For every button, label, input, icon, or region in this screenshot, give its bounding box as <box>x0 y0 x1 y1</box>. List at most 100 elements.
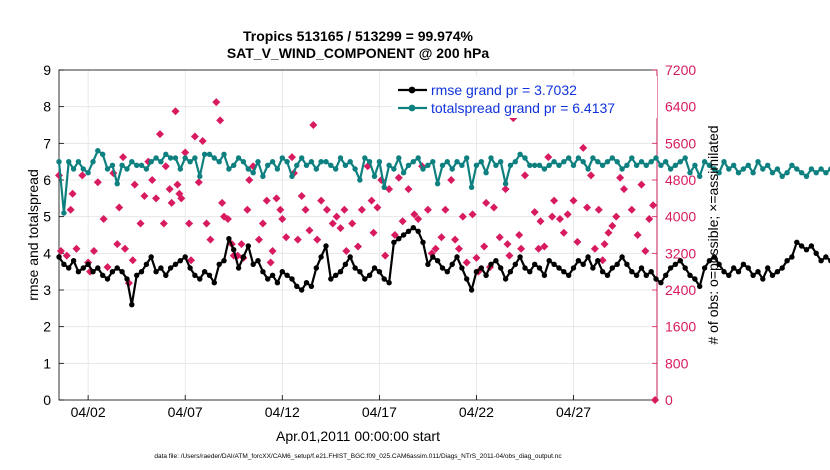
obs-assimilated-marker <box>187 256 196 265</box>
rmse-point <box>575 258 582 264</box>
rmse-point <box>153 269 159 275</box>
rmse-point <box>95 265 101 271</box>
obs-assimilated-marker <box>354 242 362 251</box>
totalspread-point <box>95 148 101 154</box>
totalspread-point <box>134 162 140 168</box>
obs-assimilated-marker <box>113 240 122 249</box>
totalspread-point <box>362 155 368 161</box>
totalspread-point <box>682 155 688 161</box>
rmse-point <box>294 283 300 289</box>
totalspread-point <box>483 170 489 176</box>
rmse-point <box>658 280 664 286</box>
obs-assimilated-marker <box>431 244 440 253</box>
totalspread-point <box>643 162 649 168</box>
totalspread-point <box>638 159 645 165</box>
rmse-point <box>711 254 717 260</box>
totalspread-point <box>735 170 742 176</box>
y-axis-left-label: rmse and totalspread <box>25 169 41 301</box>
rmse-point <box>201 269 208 275</box>
chart-subtitle: SAT_V_WIND_COMPONENT @ 200 hPa <box>227 45 490 61</box>
obs-assimilated-marker <box>414 214 423 223</box>
y-axis-right-label: # of obs: o=possible; ×=assimilated <box>705 125 721 344</box>
y-right-tick-label: 7200 <box>665 62 696 78</box>
rmse-point <box>473 269 480 275</box>
rmse-point <box>672 261 679 267</box>
obs-assimilated-marker <box>437 233 446 242</box>
rmse-point <box>765 265 771 271</box>
totalspread-point <box>153 155 159 161</box>
obs-assimilated-marker <box>604 228 613 237</box>
totalspread-point <box>444 159 450 165</box>
rmse-point <box>148 254 154 260</box>
totalspread-point <box>226 166 232 172</box>
totalspread-line <box>57 149 830 215</box>
x-tick-label: 04/12 <box>265 404 300 420</box>
rmse-point <box>129 302 135 308</box>
totalspread-point <box>245 166 251 172</box>
totalspread-point <box>488 155 494 161</box>
obs-assimilated-marker <box>468 210 477 219</box>
totalspread-point <box>61 210 67 216</box>
totalspread-point <box>138 162 145 168</box>
rmse-point <box>532 261 538 267</box>
rmse-point <box>430 254 436 260</box>
obs-assimilated-marker <box>495 233 504 242</box>
totalspread-point <box>595 159 601 165</box>
rmse-point <box>638 265 645 271</box>
totalspread-point <box>410 159 416 165</box>
totalspread-point <box>260 173 266 179</box>
totalspread-point <box>75 159 82 165</box>
rmse-point <box>498 265 504 271</box>
totalspread-point <box>745 162 751 168</box>
y-axis-left: 0 1 2 3 4 5 6 7 8 9 <box>43 62 64 408</box>
obs-assimilated-marker <box>254 235 263 244</box>
obs-assimilated-marker <box>536 217 545 226</box>
y-left-tick-label: 9 <box>43 62 51 78</box>
rmse-point <box>735 269 742 275</box>
totalspread-point <box>522 155 528 161</box>
rmse-point <box>745 265 751 271</box>
y-left-tick-label: 7 <box>43 135 51 151</box>
obs-assimilated-marker <box>357 205 366 214</box>
totalspread-point <box>381 184 387 190</box>
totalspread-point <box>85 170 91 176</box>
totalspread-point <box>556 162 562 168</box>
totalspread-point <box>498 159 504 165</box>
totalspread-point <box>740 166 747 172</box>
obs-assimilated-marker <box>167 198 176 207</box>
rmse-point <box>269 272 276 278</box>
obs-assimilated-marker <box>583 203 592 212</box>
rmse-point <box>590 265 596 271</box>
totalspread-point <box>604 159 611 165</box>
rmse-point <box>61 261 67 267</box>
obs-assimilated-marker <box>517 244 526 253</box>
totalspread-point <box>794 166 800 172</box>
rmse-point <box>760 276 766 282</box>
y-right-tick-label: 1600 <box>665 319 696 335</box>
totalspread-point <box>405 162 412 168</box>
obs-assimilated-marker <box>93 178 102 187</box>
rmse-point <box>794 239 800 245</box>
totalspread-point <box>493 162 499 168</box>
rmse-point <box>318 254 324 260</box>
rmse-point <box>517 254 523 260</box>
rmse-point <box>274 280 281 286</box>
obs-assimilated-marker <box>216 116 225 125</box>
obs-assimilated-marker <box>194 178 203 187</box>
obs-assimilated-marker <box>198 137 207 146</box>
totalspread-point <box>716 170 722 176</box>
obs-assimilated-marker <box>641 247 650 256</box>
obs-assimilated-marker <box>103 263 112 272</box>
obs-assimilated-marker <box>276 205 285 214</box>
rmse-point <box>580 261 586 267</box>
totalspread-point <box>769 170 776 176</box>
obs-assimilated-marker <box>181 148 190 157</box>
totalspread-point <box>536 162 543 168</box>
rmse-point <box>585 254 591 260</box>
obs-assimilated-marker <box>462 258 471 267</box>
totalspread-point <box>66 159 72 165</box>
legend-box <box>392 76 657 118</box>
rmse-point <box>774 269 781 275</box>
totalspread-point <box>70 166 77 172</box>
obs-assimilated-marker <box>423 205 432 214</box>
